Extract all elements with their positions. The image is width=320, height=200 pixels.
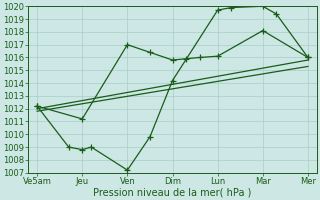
- X-axis label: Pression niveau de la mer( hPa ): Pression niveau de la mer( hPa ): [93, 187, 252, 197]
